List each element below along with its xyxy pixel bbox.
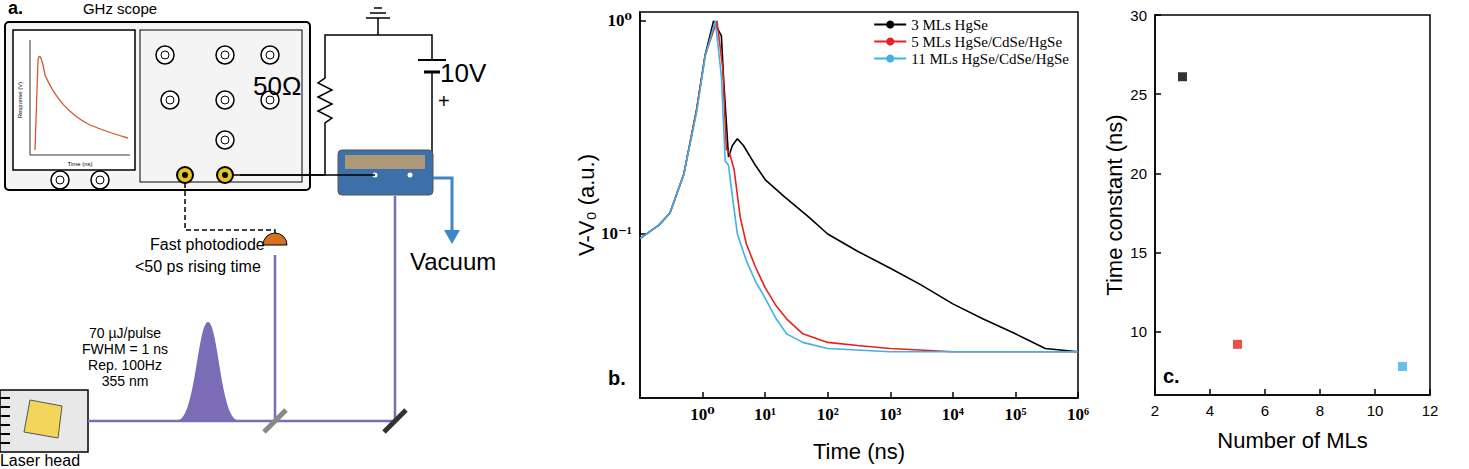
svg-text:12: 12 [1422, 402, 1439, 419]
svg-text:Number of MLs: Number of MLs [1217, 428, 1367, 453]
svg-text:10⁰: 10⁰ [690, 405, 714, 424]
svg-text:Time (ns): Time (ns) [67, 161, 92, 167]
svg-text:10⁵: 10⁵ [1004, 405, 1026, 424]
svg-text:10V: 10V [440, 58, 487, 88]
svg-text:70 µJ/pulse: 70 µJ/pulse [89, 325, 161, 341]
svg-text:Time (ns): Time (ns) [813, 439, 905, 464]
svg-text:6: 6 [1261, 402, 1269, 419]
svg-text:10²: 10² [817, 405, 839, 424]
svg-text:10¹: 10¹ [754, 405, 776, 424]
svg-text:c.: c. [1163, 365, 1180, 387]
svg-text:10: 10 [1367, 402, 1384, 419]
svg-text:15: 15 [1130, 244, 1147, 261]
svg-text:3 MLs HgSe: 3 MLs HgSe [911, 17, 988, 33]
svg-text:Laser head: Laser head [0, 452, 80, 469]
svg-text:FWHM = 1 ns: FWHM = 1 ns [82, 341, 168, 357]
svg-text:2: 2 [1151, 402, 1159, 419]
svg-text:355 nm: 355 nm [102, 373, 149, 389]
svg-text:<50 ps rising time: <50 ps rising time [135, 258, 261, 275]
svg-text:a.: a. [8, 0, 23, 18]
svg-text:b.: b. [608, 367, 626, 389]
svg-text:GHz scope: GHz scope [83, 0, 157, 17]
svg-text:10³: 10³ [879, 405, 901, 424]
svg-text:10⁻¹: 10⁻¹ [601, 224, 632, 243]
svg-text:4: 4 [1206, 402, 1214, 419]
svg-text:+: + [438, 90, 450, 112]
svg-text:10⁰: 10⁰ [608, 11, 632, 30]
svg-text:Vacuum: Vacuum [410, 248, 496, 275]
svg-text:10: 10 [1130, 323, 1147, 340]
svg-text:50Ω: 50Ω [253, 71, 301, 101]
svg-text:11 MLs HgSe/CdSe/HgSe: 11 MLs HgSe/CdSe/HgSe [911, 51, 1069, 67]
svg-text:8: 8 [1316, 402, 1324, 419]
svg-text:Time constant (ns): Time constant (ns) [1102, 114, 1127, 295]
svg-text:V-V₀ (a.u.): V-V₀ (a.u.) [574, 154, 599, 256]
svg-text:Response (V): Response (V) [17, 82, 23, 119]
svg-text:10⁴: 10⁴ [942, 405, 964, 424]
svg-text:Fast photodiode: Fast photodiode [150, 236, 265, 253]
svg-text:25: 25 [1130, 86, 1147, 103]
svg-text:5 MLs HgSe/CdSe/HgSe: 5 MLs HgSe/CdSe/HgSe [911, 34, 1062, 50]
svg-text:30: 30 [1130, 7, 1147, 24]
svg-text:20: 20 [1130, 165, 1147, 182]
svg-text:Rep. 100Hz: Rep. 100Hz [88, 357, 162, 373]
svg-text:10⁶: 10⁶ [1067, 405, 1089, 424]
